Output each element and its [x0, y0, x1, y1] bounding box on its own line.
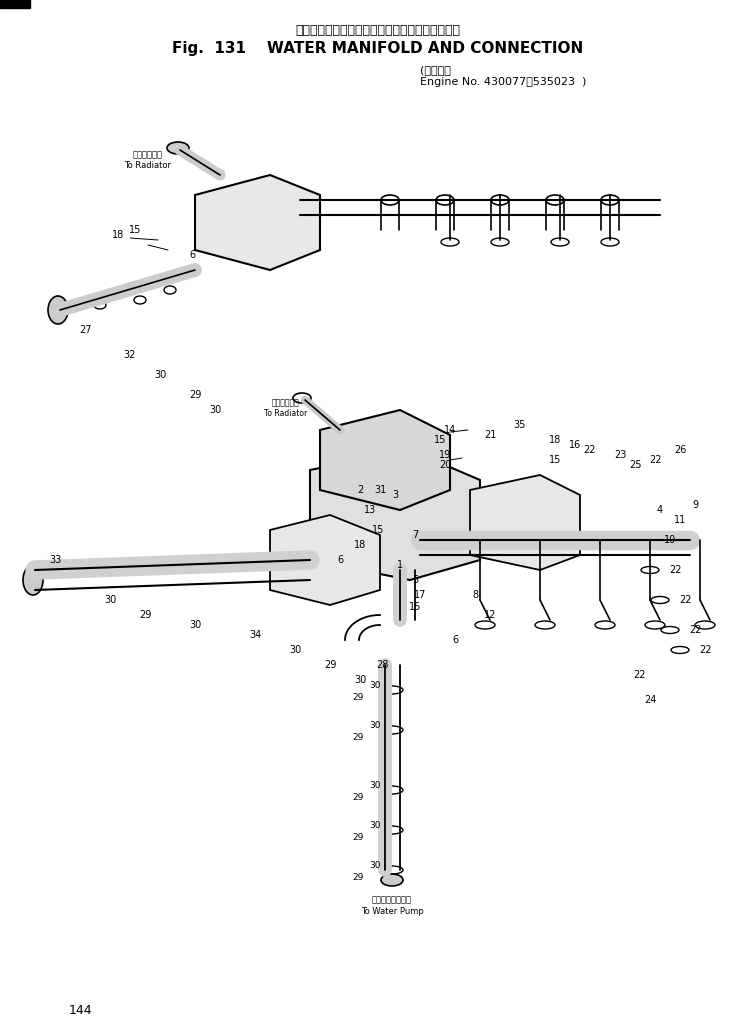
- Text: 17: 17: [414, 590, 426, 600]
- Text: 30: 30: [369, 680, 381, 689]
- Text: 11: 11: [674, 514, 686, 525]
- Polygon shape: [470, 475, 580, 570]
- Text: ラジエータへ: ラジエータへ: [272, 398, 300, 407]
- Text: 30: 30: [354, 675, 366, 685]
- Text: 29: 29: [352, 874, 364, 883]
- Text: 12: 12: [484, 610, 496, 620]
- Polygon shape: [270, 514, 380, 605]
- Text: 15: 15: [409, 602, 421, 612]
- Text: 16: 16: [569, 440, 581, 450]
- Ellipse shape: [48, 296, 68, 324]
- Ellipse shape: [167, 142, 189, 154]
- Text: 22: 22: [699, 645, 711, 655]
- Text: 29: 29: [189, 390, 201, 400]
- Text: 29: 29: [352, 694, 364, 703]
- Polygon shape: [320, 410, 450, 510]
- Text: 6: 6: [452, 635, 458, 645]
- Text: 15: 15: [434, 435, 446, 445]
- Text: 144: 144: [68, 1003, 91, 1017]
- Text: 7: 7: [412, 530, 418, 540]
- Text: 19: 19: [439, 450, 451, 460]
- Text: 21: 21: [484, 430, 496, 440]
- Text: 24: 24: [644, 695, 656, 705]
- Text: 13: 13: [364, 505, 376, 514]
- Text: 6: 6: [337, 555, 343, 565]
- Text: 30: 30: [289, 645, 301, 655]
- Text: (適用号機: (適用号機: [420, 65, 451, 75]
- Text: To Radiator: To Radiator: [125, 161, 172, 170]
- Text: 30: 30: [369, 720, 381, 730]
- Ellipse shape: [23, 565, 43, 595]
- Text: 33: 33: [49, 555, 61, 565]
- Text: To Radiator: To Radiator: [265, 409, 308, 418]
- Text: 1: 1: [397, 560, 403, 570]
- Text: 14: 14: [444, 425, 456, 435]
- Text: 30: 30: [104, 595, 116, 605]
- Text: ラジエータへ: ラジエータへ: [133, 150, 163, 159]
- Text: 8: 8: [472, 590, 478, 600]
- Text: 30: 30: [154, 370, 166, 380]
- Text: 32: 32: [124, 350, 136, 360]
- Text: 22: 22: [584, 445, 596, 455]
- Text: 18: 18: [112, 230, 124, 240]
- Text: 15: 15: [549, 455, 561, 465]
- Text: 6: 6: [189, 250, 195, 260]
- Text: Engine No. 430077～535023  ): Engine No. 430077～535023 ): [420, 77, 587, 87]
- Text: To Water Pump: To Water Pump: [361, 908, 423, 917]
- Text: 4: 4: [657, 505, 663, 514]
- Text: 30: 30: [369, 781, 381, 789]
- Text: 27: 27: [79, 325, 91, 335]
- Text: 20: 20: [438, 460, 451, 470]
- Text: 35: 35: [514, 420, 526, 430]
- Text: 2: 2: [357, 485, 363, 495]
- Text: 29: 29: [139, 610, 151, 620]
- Text: 22: 22: [689, 625, 702, 635]
- Text: 30: 30: [189, 620, 201, 630]
- Text: 10: 10: [664, 535, 676, 545]
- Text: 31: 31: [374, 485, 386, 495]
- Text: 22: 22: [679, 595, 691, 605]
- Text: 9: 9: [692, 500, 698, 510]
- Polygon shape: [0, 0, 30, 8]
- Text: 26: 26: [674, 445, 686, 455]
- Text: 30: 30: [369, 860, 381, 870]
- Text: 29: 29: [352, 833, 364, 843]
- Text: 23: 23: [614, 450, 626, 460]
- Text: 29: 29: [352, 793, 364, 803]
- Ellipse shape: [381, 874, 403, 886]
- Text: 3: 3: [392, 490, 398, 500]
- Text: 29: 29: [352, 734, 364, 743]
- Text: 22: 22: [634, 670, 646, 680]
- Text: Fig.  131    WATER MANIFOLD AND CONNECTION: Fig. 131 WATER MANIFOLD AND CONNECTION: [172, 40, 584, 56]
- Text: 22: 22: [649, 455, 662, 465]
- Polygon shape: [310, 450, 480, 580]
- Text: 18: 18: [354, 540, 366, 549]
- Text: 25: 25: [629, 460, 641, 470]
- Text: 30: 30: [369, 820, 381, 829]
- Text: 15: 15: [372, 525, 384, 535]
- Text: ウォータポンプへ: ウォータポンプへ: [372, 895, 412, 904]
- Text: 15: 15: [129, 225, 141, 235]
- Text: 5: 5: [412, 575, 418, 586]
- Text: 29: 29: [324, 660, 336, 670]
- Text: 34: 34: [249, 630, 261, 640]
- Text: 28: 28: [376, 660, 388, 670]
- Text: 22: 22: [669, 565, 681, 575]
- Text: 30: 30: [209, 405, 221, 415]
- Polygon shape: [195, 175, 320, 270]
- Text: ウォータ　マニホールド　および　コネクション: ウォータ マニホールド および コネクション: [296, 24, 460, 36]
- Text: 18: 18: [549, 435, 561, 445]
